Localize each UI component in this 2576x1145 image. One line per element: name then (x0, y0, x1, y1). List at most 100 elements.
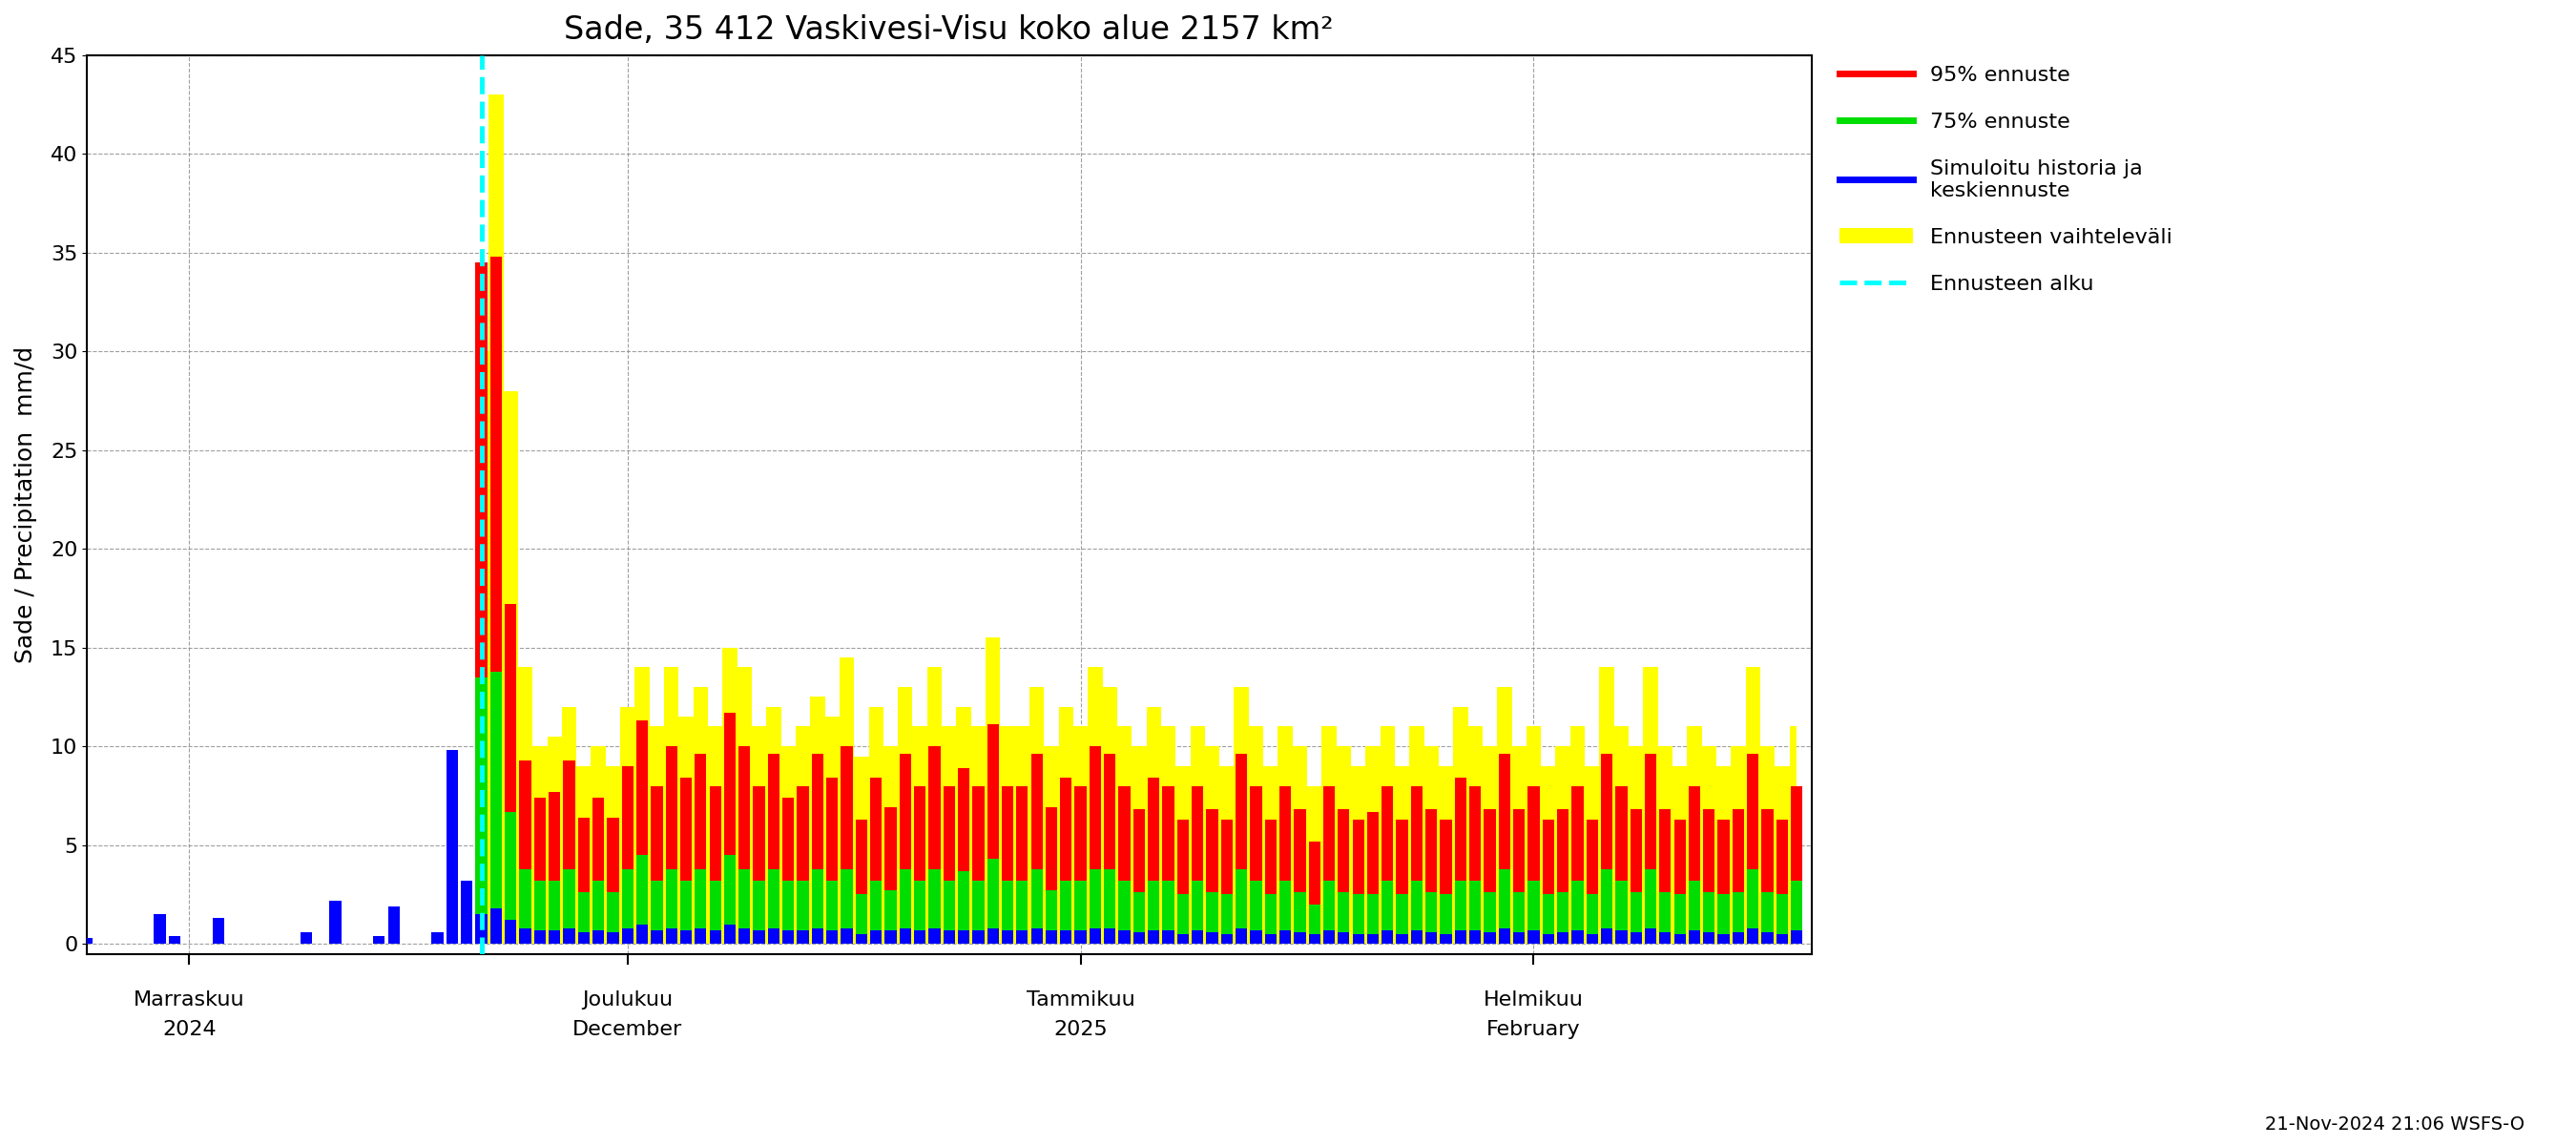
Bar (1659, 892, 1672, 932)
Bar (1674, 894, 1685, 934)
Bar (564, 929, 574, 943)
Bar (1074, 930, 1087, 943)
Bar (987, 859, 999, 929)
Bar (1090, 929, 1100, 943)
Bar (1149, 930, 1159, 943)
Bar (1352, 934, 1365, 943)
Bar (1412, 785, 1422, 881)
Bar (1468, 930, 1481, 943)
Bar (1615, 785, 1628, 881)
Bar (1162, 930, 1175, 943)
Bar (871, 777, 881, 881)
Bar (1484, 932, 1497, 943)
Bar (1221, 894, 1231, 934)
Bar (489, 908, 502, 943)
Bar (1455, 881, 1466, 930)
Bar (549, 930, 562, 943)
Bar (1615, 930, 1628, 943)
Bar (1193, 785, 1203, 881)
Text: Marraskuu: Marraskuu (134, 990, 245, 1010)
Bar (1571, 881, 1584, 930)
Bar (665, 929, 677, 943)
Bar (477, 262, 487, 677)
Bar (1396, 934, 1409, 943)
Bar (1631, 810, 1641, 892)
Bar (1090, 747, 1100, 869)
Text: Joulukuu: Joulukuu (582, 990, 672, 1010)
Bar (1425, 892, 1437, 932)
Bar (1018, 881, 1028, 930)
Bar (1747, 869, 1759, 929)
Bar (1324, 930, 1334, 943)
Bar (1018, 785, 1028, 881)
Text: 2025: 2025 (1054, 1020, 1108, 1040)
Bar (1412, 930, 1422, 943)
Bar (724, 855, 737, 924)
Bar (301, 932, 312, 943)
Bar (1002, 930, 1012, 943)
Bar (1600, 929, 1613, 943)
Bar (1587, 894, 1597, 934)
Bar (1631, 892, 1641, 932)
Bar (927, 747, 940, 869)
Bar (446, 750, 459, 943)
Bar (1381, 785, 1394, 881)
Bar (1600, 869, 1613, 929)
Bar (855, 934, 868, 943)
Bar (1206, 932, 1218, 943)
Bar (783, 798, 793, 881)
Bar (1249, 881, 1262, 930)
Bar (1324, 785, 1334, 881)
Bar (665, 747, 677, 869)
Bar (855, 820, 868, 894)
Bar (927, 929, 940, 943)
Bar (1747, 755, 1759, 869)
Bar (1762, 810, 1772, 892)
Bar (1061, 881, 1072, 930)
Bar (533, 881, 546, 930)
Bar (1425, 932, 1437, 943)
Bar (840, 929, 853, 943)
Bar (1690, 881, 1700, 930)
Text: December: December (572, 1020, 683, 1040)
Bar (708, 785, 721, 881)
Bar (752, 785, 765, 881)
Bar (1690, 785, 1700, 881)
Bar (680, 930, 693, 943)
Bar (796, 881, 809, 930)
Bar (1543, 934, 1553, 943)
Bar (696, 755, 706, 869)
Bar (1703, 932, 1716, 943)
Bar (505, 812, 515, 921)
Bar (1425, 810, 1437, 892)
Bar (1499, 755, 1510, 869)
Bar (1337, 892, 1350, 932)
Bar (1324, 881, 1334, 930)
Bar (1046, 891, 1056, 930)
Bar (768, 869, 781, 929)
Bar (739, 869, 750, 929)
Bar (1762, 892, 1772, 932)
Bar (680, 881, 693, 930)
Bar (1587, 934, 1597, 943)
Bar (1643, 929, 1656, 943)
Bar (1149, 777, 1159, 881)
Bar (1265, 820, 1278, 894)
Bar (1790, 881, 1803, 930)
Bar (155, 914, 165, 943)
Bar (1381, 881, 1394, 930)
Bar (1703, 810, 1716, 892)
Bar (505, 605, 515, 812)
Bar (1337, 932, 1350, 943)
Bar (1236, 755, 1247, 869)
Bar (899, 929, 912, 943)
Bar (1337, 810, 1350, 892)
Bar (1600, 755, 1613, 869)
Bar (1571, 930, 1584, 943)
Bar (489, 671, 502, 908)
Bar (592, 930, 605, 943)
Bar (608, 892, 618, 932)
Y-axis label: Sade / Precipitation  mm/d: Sade / Precipitation mm/d (15, 346, 36, 663)
Bar (577, 818, 590, 892)
Bar (768, 929, 781, 943)
